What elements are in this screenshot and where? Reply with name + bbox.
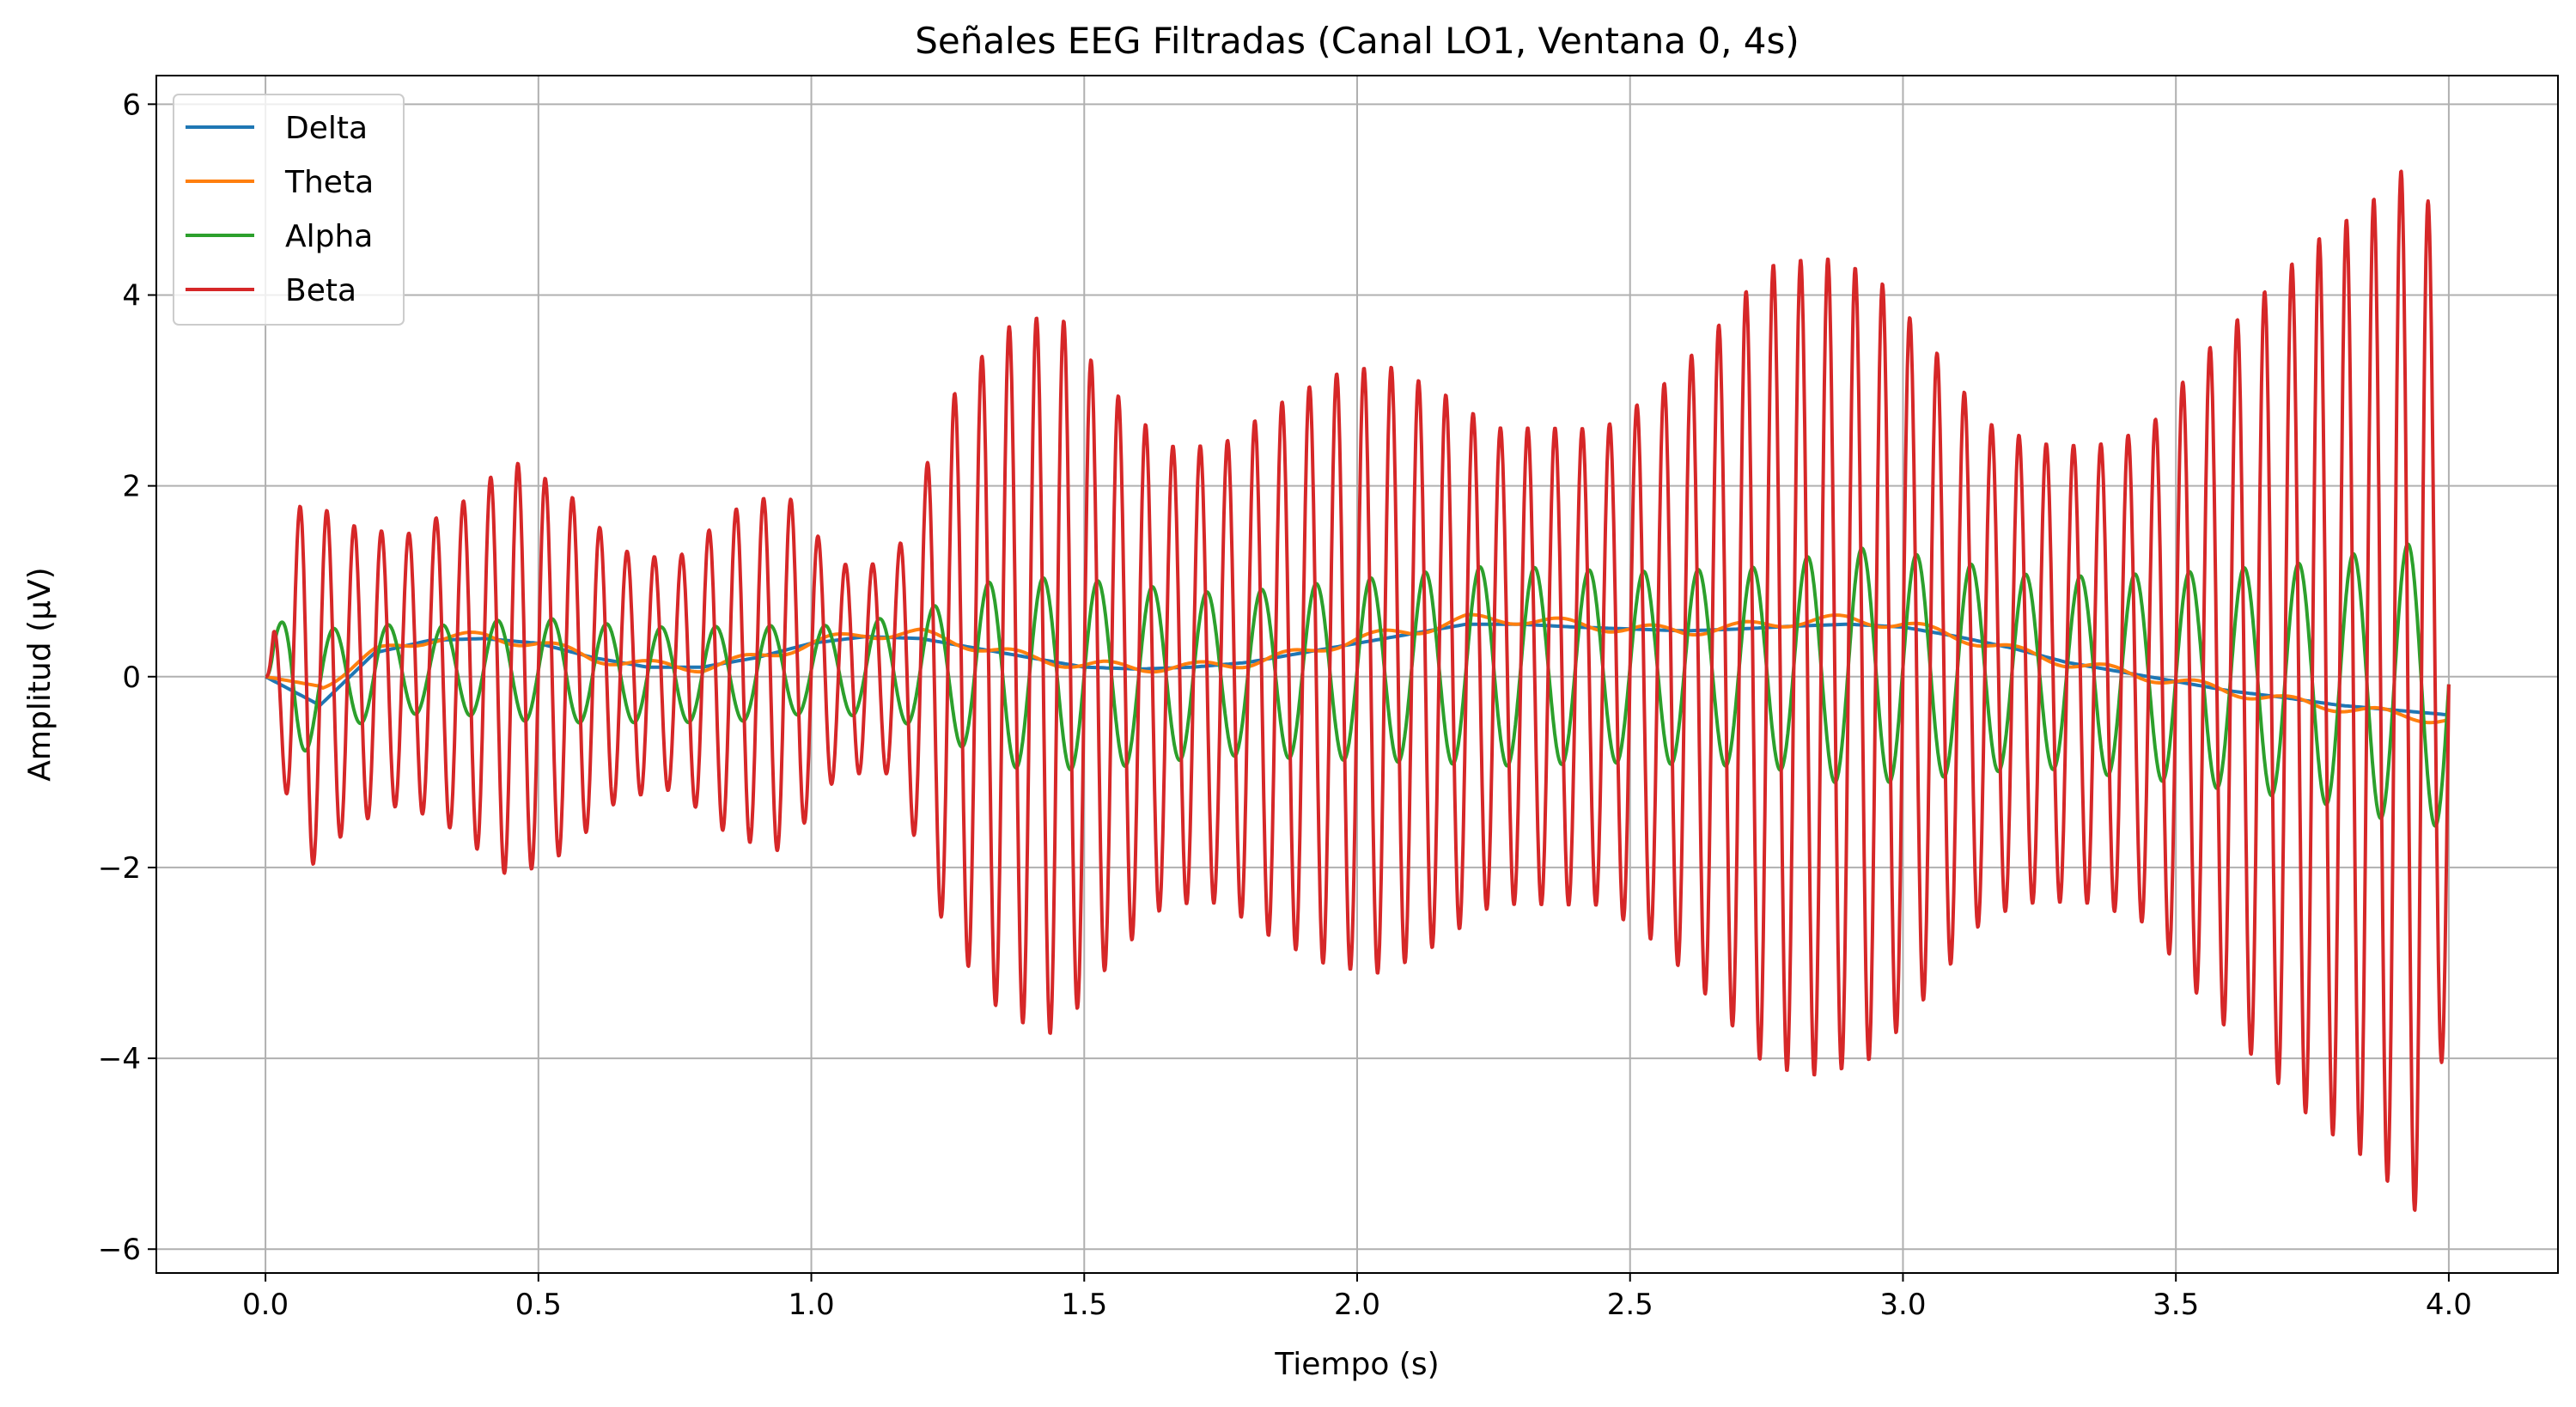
grid-lines bbox=[156, 76, 2558, 1273]
x-tick-label: 2.5 bbox=[1607, 1288, 1653, 1322]
x-tick-label: 0.0 bbox=[242, 1288, 289, 1322]
y-axis-title: Amplitud (µV) bbox=[22, 567, 58, 781]
x-axis-title: Tiempo (s) bbox=[1274, 1347, 1439, 1382]
x-tick-label: 1.5 bbox=[1061, 1288, 1107, 1322]
y-tick-label: −4 bbox=[98, 1042, 141, 1076]
y-tick-label: −2 bbox=[98, 851, 141, 886]
x-tick-label: 2.0 bbox=[1334, 1288, 1380, 1322]
legend-label-delta: Delta bbox=[285, 111, 368, 146]
legend-label-alpha: Alpha bbox=[285, 219, 373, 254]
x-tick-label: 1.0 bbox=[789, 1288, 835, 1322]
legend-label-beta: Beta bbox=[285, 273, 356, 308]
y-tick-label: 0 bbox=[122, 661, 141, 695]
series-lines bbox=[264, 169, 2451, 1212]
x-tick-label: 0.5 bbox=[515, 1288, 562, 1322]
x-tick-label: 4.0 bbox=[2426, 1288, 2472, 1322]
legend-label-theta: Theta bbox=[284, 165, 374, 200]
y-tick-label: 6 bbox=[122, 88, 141, 122]
y-tick-label: −6 bbox=[98, 1233, 141, 1267]
x-tick-label: 3.5 bbox=[2153, 1288, 2199, 1322]
x-tick-label: 3.0 bbox=[1879, 1288, 1926, 1322]
series-line-beta bbox=[264, 169, 2451, 1212]
legend-box bbox=[173, 94, 405, 326]
y-tick-label: 2 bbox=[122, 470, 141, 504]
y-tick-label: 4 bbox=[122, 278, 141, 313]
legend: Delta Theta Alpha Beta bbox=[173, 94, 405, 326]
chart-title: Señales EEG Filtradas (Canal LO1, Ventan… bbox=[915, 20, 1800, 62]
axis-ticks: 0.0 0.5 1.0 1.5 2.0 2.5 3.0 3.5 4.0 −6 −4 −2 0 2 4 6 bbox=[98, 88, 2472, 1322]
